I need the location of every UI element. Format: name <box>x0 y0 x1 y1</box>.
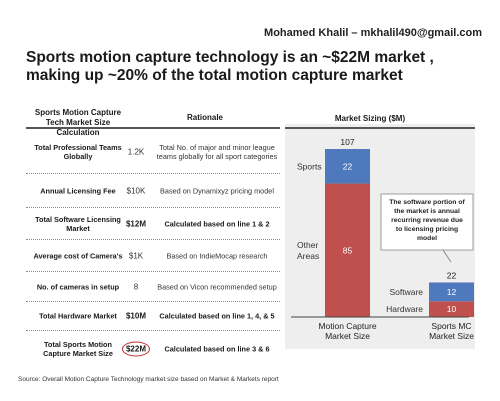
row-value: $10K <box>126 186 146 195</box>
category-label: Motion Capture <box>318 321 376 331</box>
annotation-text: The software portion of <box>389 199 465 206</box>
table-row: Total Sports Motion Capture Market Size … <box>26 331 280 367</box>
table-header-calculation: Sports Motion Capture Tech Market Size C… <box>34 108 122 137</box>
row-label: Total Hardware Market <box>39 311 117 321</box>
author-credit: Mohamed Khalil – mkhalil490@gmail.com <box>264 27 482 39</box>
table-row: Total Software Licensing Market $12M Cal… <box>26 208 280 240</box>
chart-title-rule <box>285 127 475 129</box>
headline: Sports motion capture technology is an ~… <box>26 49 434 84</box>
data-label: 22 <box>343 161 353 171</box>
annotation-box <box>380 193 474 251</box>
row-rationale: Calculated based on line 3 & 6 <box>164 344 270 354</box>
row-rationale: Total No. of major and minor league team… <box>156 143 278 161</box>
bar-segment <box>325 183 370 317</box>
annotation-text: the market is annual <box>394 208 460 215</box>
bar-segment <box>429 282 474 302</box>
bar-segment <box>325 149 370 184</box>
total-label: 22 <box>447 270 457 280</box>
row-value: 1.2K <box>127 147 145 157</box>
table-row: Total Hardware Market $10M Calculated ba… <box>26 302 280 331</box>
data-label: 12 <box>447 287 457 297</box>
series-label: Areas <box>297 251 319 261</box>
data-label: 10 <box>447 304 457 314</box>
annotation-text: recurring revenue due <box>391 217 463 224</box>
highlight-circle: $22M <box>121 341 150 357</box>
row-value: 8 <box>133 282 139 291</box>
row-label: Average cost of Camera's <box>33 251 123 260</box>
row-label: Total Software Licensing Market <box>35 214 121 233</box>
table-row: Annual Licensing Fee $10K Based on Dynam… <box>26 174 280 208</box>
row-label: Total Professional Teams Globally <box>34 143 122 161</box>
row-rationale: Based on IndieMocap research <box>166 251 268 260</box>
annotation-arrow <box>442 249 452 263</box>
row-rationale: Based on Dynamixyz pricing model <box>160 186 274 195</box>
category-label: Market Size <box>429 331 474 341</box>
data-label: 85 <box>343 245 353 255</box>
annotation-text: model <box>417 235 437 242</box>
row-value: $12M <box>125 219 146 228</box>
source-note: Source: Overall Motion Capture Technolog… <box>18 376 279 383</box>
annotation-text: to licensing pricing <box>396 226 458 233</box>
row-label: No. of cameras in setup <box>36 282 120 291</box>
row-value: $22M <box>118 341 154 357</box>
table-row: Average cost of Camera's $1K Based on In… <box>26 240 280 272</box>
row-value: $10M <box>125 311 146 321</box>
row-label: Annual Licensing Fee <box>40 186 116 195</box>
table-header-rule <box>26 127 280 129</box>
table-row: Total Professional Teams Globally 1.2K T… <box>26 131 280 174</box>
row-rationale: Based on Vicon recommended setup <box>157 282 277 291</box>
bar-segment <box>429 301 474 317</box>
series-label: Sports <box>297 161 322 171</box>
series-label: Other <box>297 240 318 250</box>
table-row: No. of cameras in setup 8 Based on Vicon… <box>26 272 280 302</box>
row-rationale: Calculated based on line 1, 4, & 5 <box>159 311 275 321</box>
category-label: Sports MC <box>431 321 471 331</box>
table-header-rationale: Rationale <box>186 113 223 122</box>
category-label: Market Size <box>325 331 370 341</box>
series-label: Hardware <box>386 304 423 314</box>
row-value: $1K <box>128 251 144 260</box>
chart-title: Market Sizing ($M) <box>334 114 406 123</box>
row-rationale: Calculated based on line 1 & 2 <box>164 219 270 228</box>
total-label: 107 <box>340 137 354 147</box>
row-label: Total Sports Motion Capture Market Size <box>43 340 113 358</box>
series-label: Software <box>389 287 423 297</box>
